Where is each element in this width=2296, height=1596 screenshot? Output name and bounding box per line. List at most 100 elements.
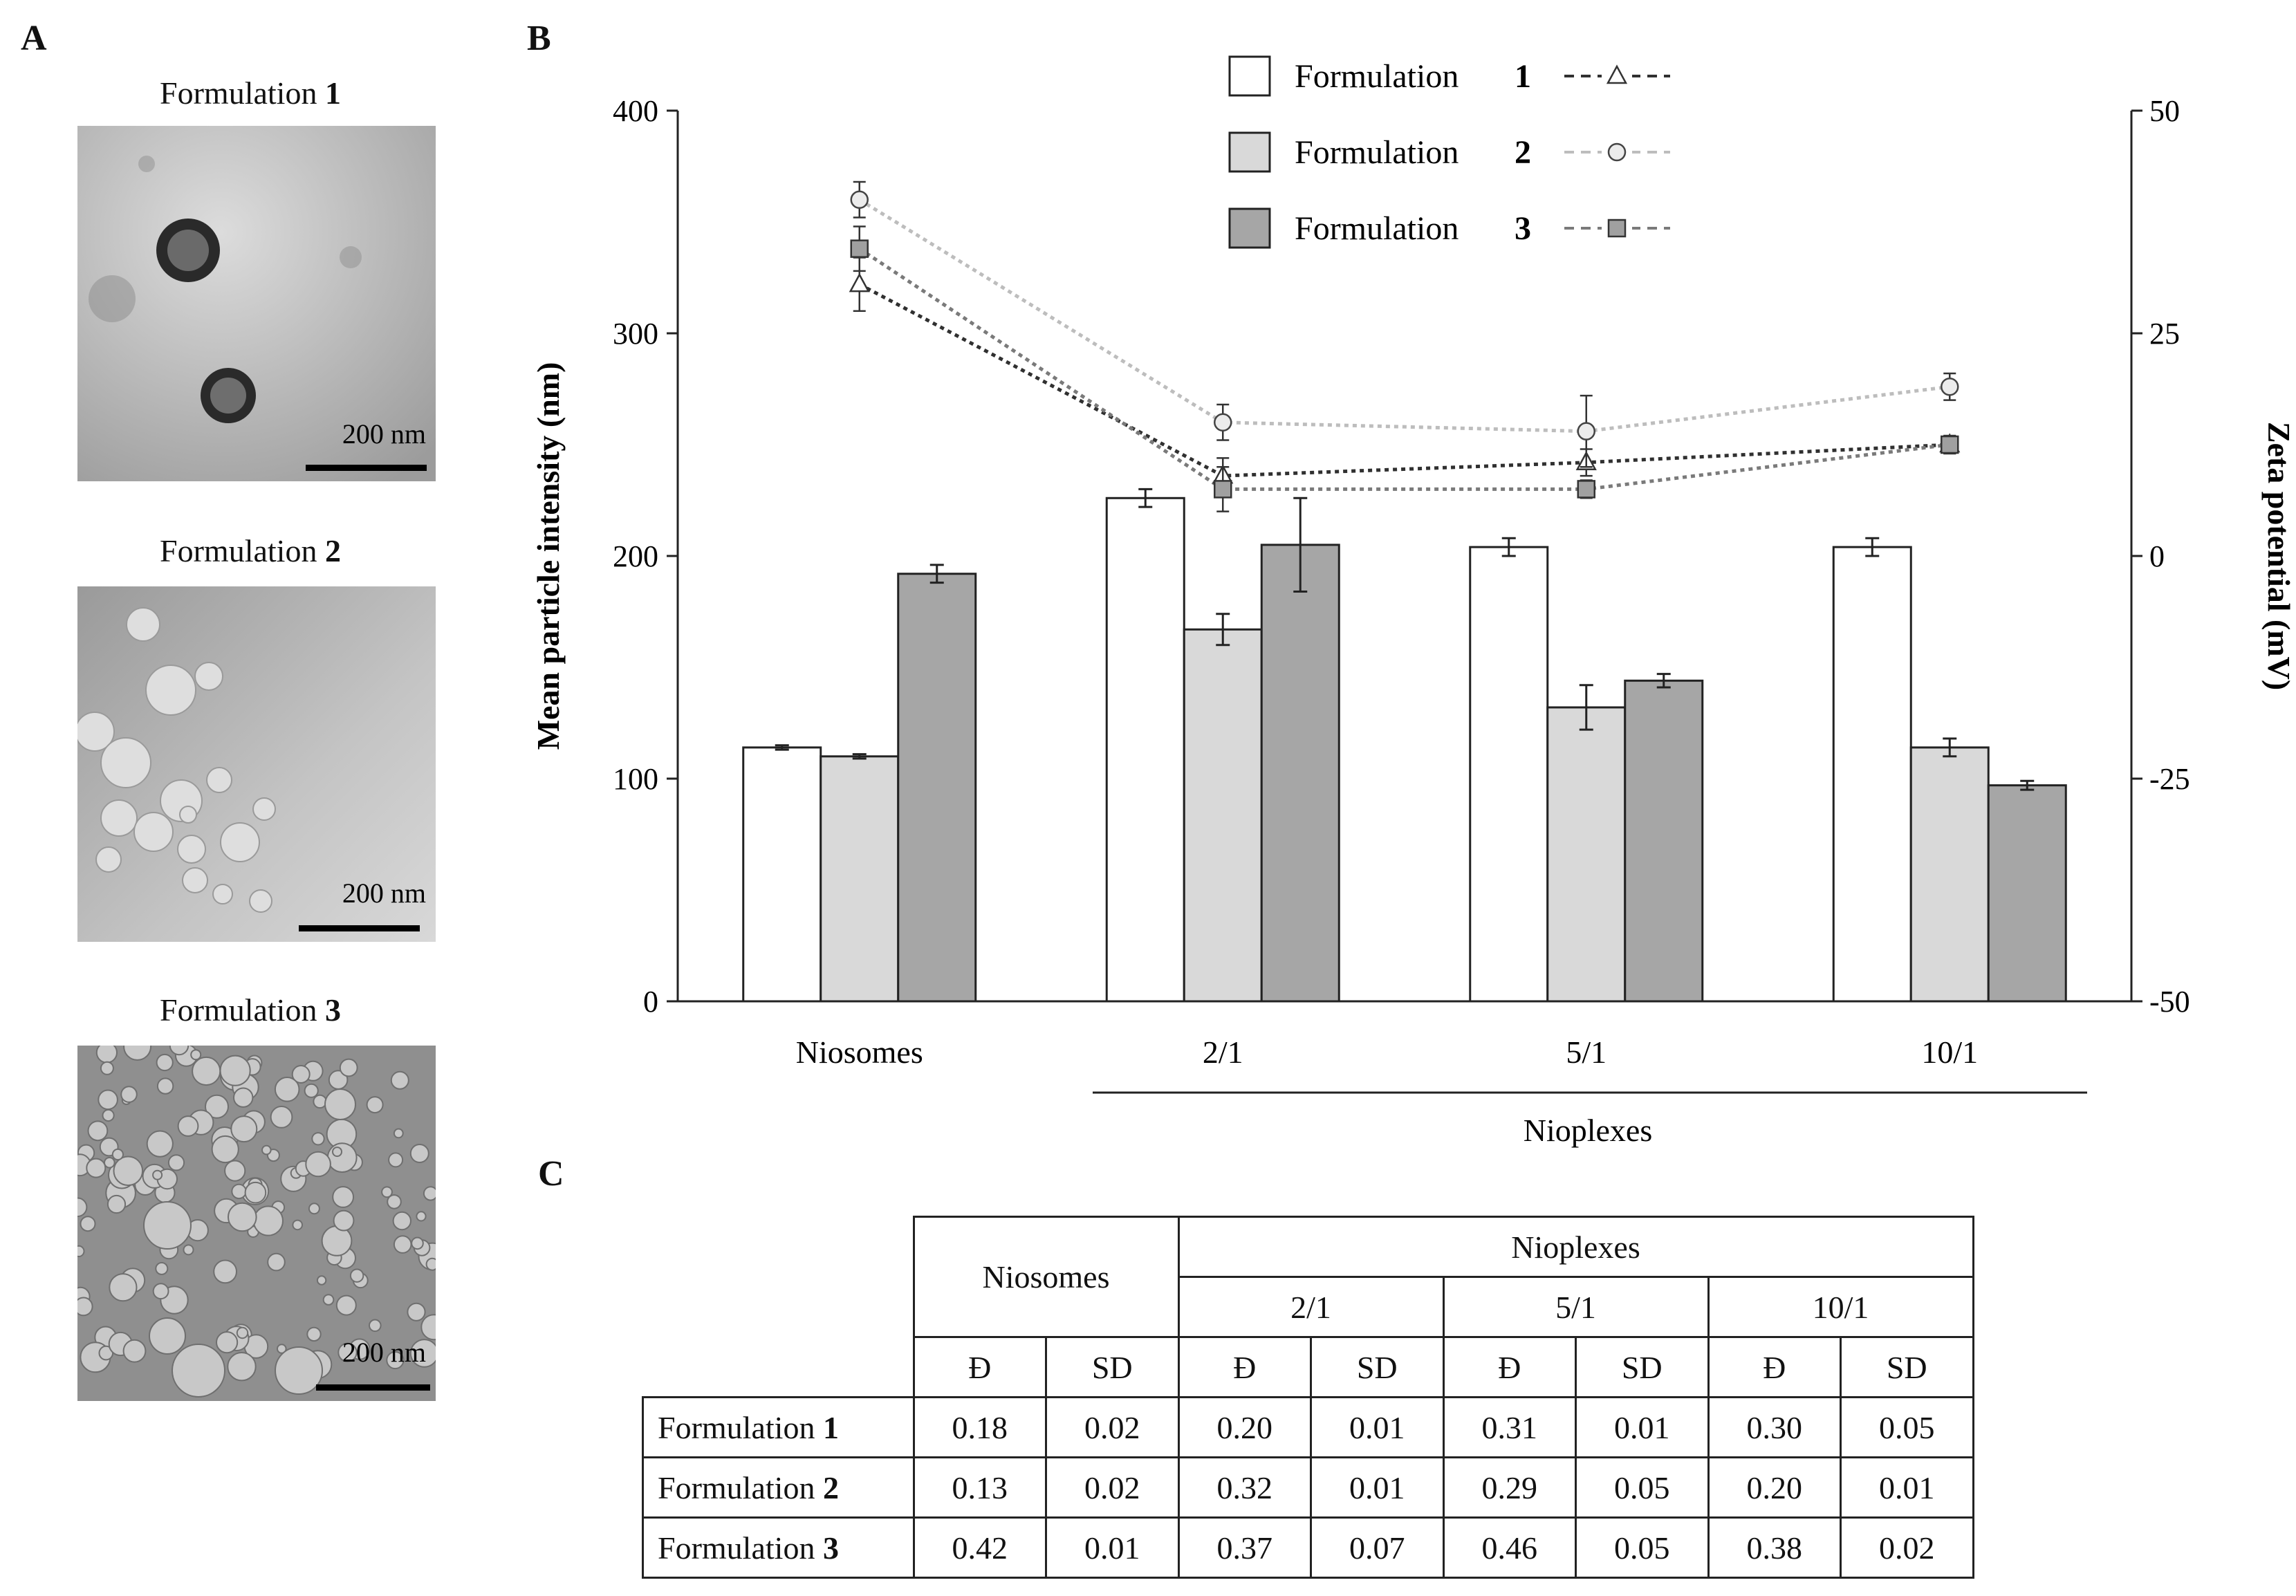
legend-number-2: 2 <box>1515 134 1531 171</box>
table-cell: 0.37 <box>1177 1516 1312 1579</box>
table-row: Formulation 3 0.42 0.01 0.37 0.07 0.46 0… <box>642 1516 1974 1579</box>
table-cell: 0.01 <box>1045 1516 1180 1579</box>
bar-3-10/1 <box>1987 784 2067 1003</box>
tem-title-3: Formulation 3 <box>160 992 341 1028</box>
zeta-point-2-10/1 <box>1941 378 1959 396</box>
table-cell: 0.01 <box>1310 1396 1445 1458</box>
table-subheader: SD <box>1045 1336 1180 1398</box>
bar-2-5/1 <box>1546 706 1627 1003</box>
table-cell: 0.01 <box>1310 1456 1445 1519</box>
table-subheader: Đ <box>912 1336 1047 1398</box>
bar-1-5/1 <box>1469 546 1549 1003</box>
tem-title-2: Formulation 2 <box>160 533 341 568</box>
bar-3-2/1 <box>1260 544 1340 1003</box>
table-cell: 0.38 <box>1707 1516 1842 1579</box>
table-cell: 0.46 <box>1442 1516 1577 1579</box>
y-tick-label: 300 <box>613 317 658 351</box>
legend-swatch-2 <box>1228 131 1271 173</box>
legend-label-2: Formulation <box>1295 134 1459 171</box>
table-header-ratio: 10/1 <box>1707 1276 1974 1338</box>
table-cell: 0.20 <box>1707 1456 1842 1519</box>
y-tick-label: 200 <box>613 539 658 573</box>
scale-label-1: 200 nm <box>342 418 426 449</box>
table-header-nioplexes: Nioplexes <box>1177 1216 1974 1278</box>
zeta-line-3 <box>858 247 1950 491</box>
table-subheader: Đ <box>1177 1336 1312 1398</box>
legend-number-3: 3 <box>1515 210 1531 247</box>
zeta-point-3-5/1 <box>1577 480 1595 499</box>
y2-tick-label: 50 <box>2149 94 2180 128</box>
table-cell: 0.05 <box>1840 1396 1974 1458</box>
bar-2-10/1 <box>1909 746 1990 1003</box>
row-label: Formulation 2 <box>642 1456 915 1519</box>
panel-letter-b: B <box>527 19 551 58</box>
scale-label-2: 200 nm <box>342 878 426 909</box>
y-tick-label: 400 <box>613 94 658 128</box>
table-cell: 0.01 <box>1840 1456 1974 1519</box>
zeta-point-2-Niosomes <box>850 190 869 210</box>
table-cell: 0.07 <box>1310 1516 1445 1579</box>
table-cell: 0.05 <box>1575 1456 1710 1519</box>
tem-image-1: 200 nm <box>77 126 436 481</box>
y-axis-title: Mean particle intensity (nm) <box>530 362 566 750</box>
legend-swatch-1 <box>1228 55 1271 97</box>
table-header-niosomes: Niosomes <box>912 1216 1180 1338</box>
table-row: Formulation 2 0.13 0.02 0.32 0.01 0.29 0… <box>642 1456 1974 1519</box>
x-tick-label: 5/1 <box>1566 1034 1607 1070</box>
particle-size-zeta-chart: 0 100 200 300 400 -50 -25 0 25 50 Niosomes 2/1 5/1 10… <box>530 55 2296 1148</box>
bar-3-5/1 <box>1624 679 1704 1003</box>
table-cell: 0.42 <box>912 1516 1047 1579</box>
table-header-ratio: 5/1 <box>1442 1276 1710 1338</box>
zeta-line-1 <box>858 282 1950 478</box>
zeta-line-2 <box>858 198 1950 434</box>
tem-title-1: Formulation 1 <box>160 75 341 111</box>
legend-marker-3 <box>1607 219 1627 238</box>
y-tick-label: 0 <box>643 985 658 1019</box>
y2-tick-label: 25 <box>2149 317 2180 351</box>
table-subheader: SD <box>1310 1336 1445 1398</box>
legend-marker-2 <box>1607 142 1627 162</box>
table-subheader: SD <box>1575 1336 1710 1398</box>
row-label: Formulation 3 <box>642 1516 915 1579</box>
zeta-point-3-10/1 <box>1941 435 1959 454</box>
x-tick-label: Niosomes <box>796 1034 923 1070</box>
table-cell: 0.01 <box>1575 1396 1710 1458</box>
table-cell: 0.13 <box>912 1456 1047 1519</box>
y2-tick-label: 0 <box>2149 539 2165 573</box>
y2-tick-label: -25 <box>2149 762 2190 796</box>
polydispersity-table: Niosomes Nioplexes 2/1 5/1 10/1 Đ SD Đ S… <box>642 1216 1974 1579</box>
table-cell: 0.05 <box>1575 1516 1710 1579</box>
bar-2-Niosomes <box>820 755 900 1003</box>
table-cell: 0.29 <box>1442 1456 1577 1519</box>
table-cell: 0.20 <box>1177 1396 1312 1458</box>
table-cell: 0.02 <box>1840 1516 1974 1579</box>
scale-label-3: 200 nm <box>342 1337 426 1368</box>
table-cell: 0.02 <box>1045 1456 1180 1519</box>
y2-axis-title: Zeta potential (mV) <box>2261 422 2296 690</box>
legend-swatch-3 <box>1228 207 1271 249</box>
table-cell: 0.18 <box>912 1396 1047 1458</box>
y-tick-label: 100 <box>613 762 658 796</box>
legend-marker-1 <box>1606 64 1628 84</box>
tem-image-3: 200 nm <box>77 1046 436 1401</box>
table-cell: 0.02 <box>1045 1396 1180 1458</box>
zeta-point-3-2/1 <box>1214 480 1232 499</box>
zeta-point-2-2/1 <box>1214 413 1232 432</box>
zeta-point-1-Niosomes <box>849 272 870 293</box>
row-label: Formulation 1 <box>642 1396 915 1458</box>
panel-letter-a: A <box>21 19 47 58</box>
table-subheader: Đ <box>1707 1336 1842 1398</box>
y2-tick-label: -50 <box>2149 985 2190 1019</box>
table-cell: 0.31 <box>1442 1396 1577 1458</box>
legend-number-1: 1 <box>1515 58 1531 95</box>
panel-letter-c: C <box>538 1154 564 1194</box>
bar-1-2/1 <box>1105 497 1185 1003</box>
zeta-point-3-Niosomes <box>850 239 869 258</box>
bar-1-Niosomes <box>742 746 822 1003</box>
x-group-label: Nioplexes <box>1524 1113 1653 1148</box>
table-cell: 0.32 <box>1177 1456 1312 1519</box>
table-subheader: Đ <box>1442 1336 1577 1398</box>
table-cell: 0.30 <box>1707 1396 1842 1458</box>
bar-1-10/1 <box>1832 546 1912 1003</box>
bar-2-2/1 <box>1183 628 1263 1003</box>
